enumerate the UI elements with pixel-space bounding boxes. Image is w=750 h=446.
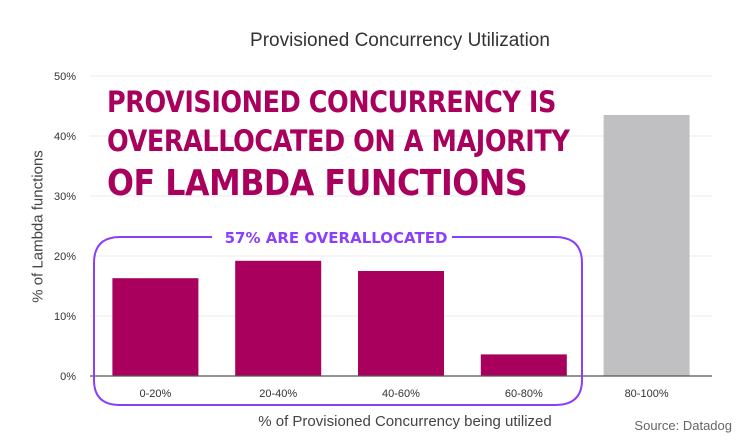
y-tick-label: 30% bbox=[54, 191, 76, 203]
bar-60-80% bbox=[480, 354, 567, 376]
bracket-label: 57% ARE OVERALLOCATED bbox=[225, 229, 448, 247]
x-tick-label: 80-100% bbox=[625, 388, 669, 400]
source-note: Source: Datadog bbox=[634, 418, 732, 433]
x-axis-label: % of Provisioned Concurrency being utili… bbox=[258, 413, 552, 430]
y-tick-label: 40% bbox=[54, 131, 76, 143]
x-tick-label: 20-40% bbox=[259, 388, 297, 400]
y-tick-label: 50% bbox=[54, 71, 76, 83]
headline-line-2: OVERALLOCATED ON A MAJORITY bbox=[107, 124, 570, 158]
x-tick-label: 60-80% bbox=[505, 388, 543, 400]
y-tick-label: 20% bbox=[54, 251, 76, 263]
headline-annotation: PROVISIONED CONCURRENCY IS OVERALLOCATED… bbox=[107, 88, 632, 202]
headline-line-3: OF LAMBDA FUNCTIONS bbox=[107, 163, 528, 204]
headline-line-1: PROVISIONED CONCURRENCY IS bbox=[107, 85, 556, 119]
bar-20-40% bbox=[235, 260, 322, 376]
x-tick-label: 40-60% bbox=[382, 388, 420, 400]
chart-title: Provisioned Concurrency Utilization bbox=[250, 30, 550, 51]
y-tick-label: 0% bbox=[60, 371, 76, 383]
x-tick-label: 0-20% bbox=[140, 388, 172, 400]
overallocated-bracket bbox=[93, 236, 583, 406]
bar-80-100% bbox=[603, 115, 690, 376]
bar-0-20% bbox=[112, 278, 199, 376]
bar-40-60% bbox=[358, 271, 444, 376]
y-tick-label: 10% bbox=[54, 311, 76, 323]
